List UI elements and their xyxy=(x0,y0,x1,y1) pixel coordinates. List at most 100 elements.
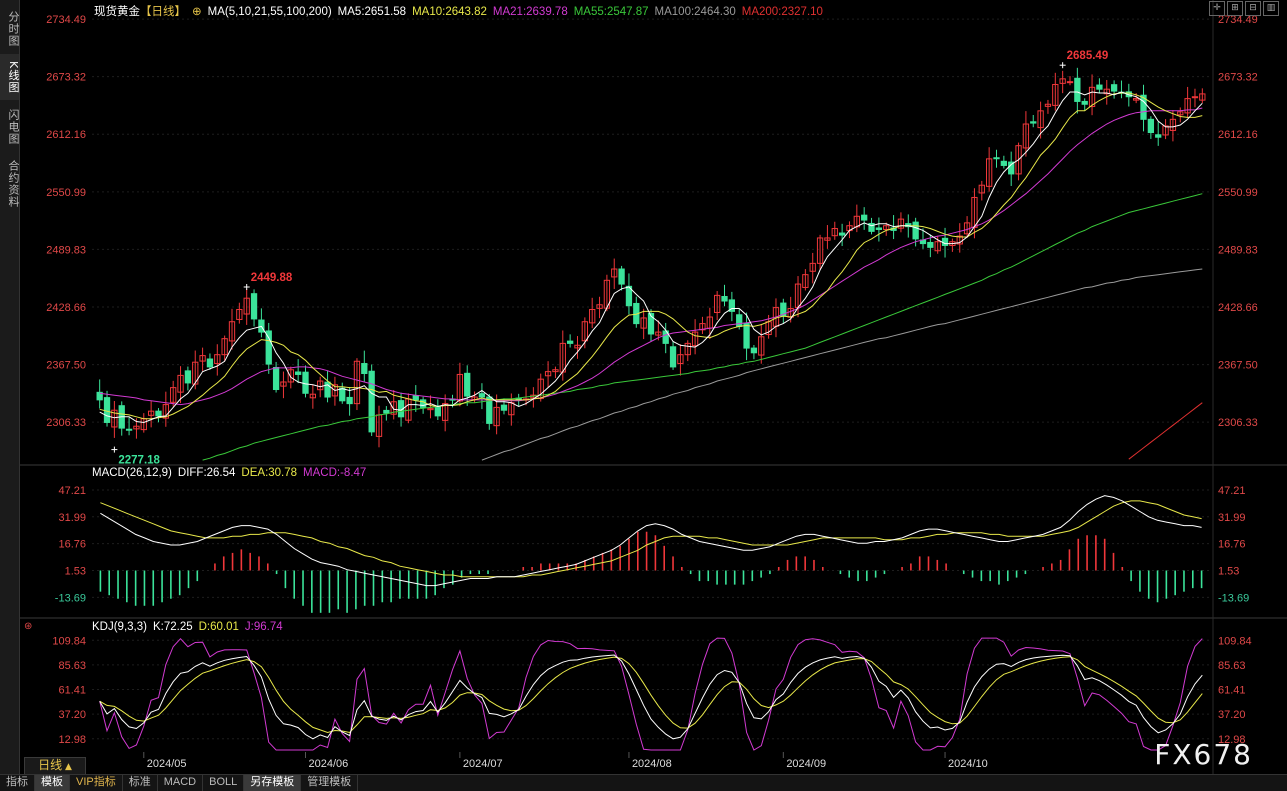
candle-body xyxy=(684,342,691,356)
period-label[interactable]: 日线 ▲ xyxy=(24,757,86,775)
ma55-line xyxy=(202,193,1203,461)
macd-axis-label-left: -13.69 xyxy=(55,592,86,604)
candle-body xyxy=(750,347,758,354)
candle-body xyxy=(640,317,647,329)
kdj-settings-icon[interactable]: ⊛ xyxy=(24,621,32,632)
macd-axis-label-right: -13.69 xyxy=(1218,592,1249,604)
bottom-tab-1[interactable]: 模板 xyxy=(35,775,70,791)
candle-body xyxy=(912,221,919,240)
candle-body xyxy=(125,428,133,431)
bottom-tab-6[interactable]: 另存模板 xyxy=(244,775,302,791)
candle-body xyxy=(162,404,169,419)
macd-axis-label-right: 1.53 xyxy=(1218,566,1239,578)
bottom-tab-2[interactable]: VIP指标 xyxy=(70,775,123,791)
price-axis-label-right: 2367.50 xyxy=(1218,360,1258,372)
sidebar-tab-timeshare[interactable]: 分时图 xyxy=(7,11,20,47)
candle-body xyxy=(1088,86,1096,108)
candle-body xyxy=(192,361,199,385)
kdj-axis-label-left: 61.41 xyxy=(58,685,86,697)
candle-body xyxy=(1066,81,1074,84)
macd-axis-label-right: 31.99 xyxy=(1218,512,1246,524)
ma-params: MA(5,10,21,55,100,200) xyxy=(207,6,332,18)
candle-body xyxy=(1022,123,1030,149)
candle-body xyxy=(978,184,985,194)
candle-body xyxy=(390,401,397,415)
ma21-label: MA21:2639.78 xyxy=(492,6,568,18)
month-label: 2024/09 xyxy=(786,758,826,770)
crosshair-icon[interactable]: ✛ xyxy=(1209,1,1225,16)
sidebar-tab-flash[interactable]: 闪电图 xyxy=(7,109,20,145)
macd-axis-label-right: 16.76 xyxy=(1218,539,1246,551)
candle-body xyxy=(250,293,258,320)
candle-body xyxy=(111,409,118,428)
candle-body xyxy=(199,355,206,362)
kdj-j-line xyxy=(99,637,1203,751)
ma5-label: MA5:2651.58 xyxy=(337,6,407,18)
chart-area[interactable]: 2734.49 2734.49 2673.32 2673.32 2612.16 2612.… xyxy=(20,0,1287,774)
candle-body xyxy=(228,321,236,342)
candle-body xyxy=(544,371,552,377)
sidebar-tab-kline[interactable]: K线图 xyxy=(0,54,20,100)
month-label: 2024/05 xyxy=(147,758,187,770)
candle-body xyxy=(618,268,625,285)
candle-body xyxy=(875,227,883,230)
candle-body xyxy=(236,308,243,320)
sidebar-tab-contract-info[interactable]: 合约资料 xyxy=(7,160,20,208)
candle-body xyxy=(1110,84,1118,92)
bottom-tab-5[interactable]: BOLL xyxy=(203,775,245,791)
candle-body xyxy=(309,393,317,399)
candle-body xyxy=(655,331,662,336)
price-axis-label-right: 2612.16 xyxy=(1218,129,1258,141)
ma100-line xyxy=(481,268,1203,461)
candle-body xyxy=(331,384,339,397)
candle-body xyxy=(353,360,361,405)
bottom-tab-4[interactable]: MACD xyxy=(158,775,204,791)
period-dropdown-icon[interactable]: ▲ xyxy=(62,762,72,772)
candle-body xyxy=(574,344,581,349)
candle-body xyxy=(1155,134,1162,138)
zoom-in-icon[interactable]: ⊞ xyxy=(1227,1,1243,16)
ma55-label: MA55:2547.87 xyxy=(573,6,649,18)
kline-chart[interactable]: 2734.49 2734.49 2673.32 2673.32 2612.16 2612.… xyxy=(20,0,1287,774)
candle-body xyxy=(177,374,184,393)
candle-body xyxy=(243,297,250,315)
kdj-j-label: J:96.74 xyxy=(244,621,283,633)
candle-body xyxy=(1037,110,1044,129)
candle-body xyxy=(302,371,309,394)
candle-body xyxy=(699,323,706,331)
layout-icon[interactable]: ▥ xyxy=(1263,1,1279,16)
settings-icon[interactable]: ⊕ xyxy=(192,6,202,18)
macd-dea-label: DEA:30.78 xyxy=(241,467,298,479)
bottom-tab-3[interactable]: 标准 xyxy=(123,775,158,791)
price-axis-label-left: 2367.50 xyxy=(46,360,86,372)
price-axis-label-right: 2306.33 xyxy=(1218,417,1258,429)
bottom-tab-7[interactable]: 管理模板 xyxy=(301,775,359,791)
bottom-toolbar: 指标 模板 VIP指标 标准 MACD BOLL 另存模板 管理模板 xyxy=(0,774,1287,791)
zoom-out-icon[interactable]: ⊟ xyxy=(1245,1,1261,16)
price-axis-label-left: 2550.99 xyxy=(46,187,86,199)
candle-body xyxy=(1199,93,1206,101)
kdj-axis-label-left: 109.84 xyxy=(52,635,86,647)
chart-toolbar: ✛ ⊞ ⊟ ▥ xyxy=(1209,1,1279,16)
ma10-line xyxy=(99,92,1203,420)
bottom-tab-0[interactable]: 指标 xyxy=(0,775,35,791)
kdj-axis-label-left: 37.20 xyxy=(58,709,86,721)
candle-body xyxy=(155,410,162,417)
candle-body xyxy=(728,299,736,312)
candle-body xyxy=(295,371,302,375)
candle-body xyxy=(1103,88,1110,95)
annotation-mid_high: 2449.88 xyxy=(251,272,293,284)
price-axis-label-right: 2428.66 xyxy=(1218,302,1258,314)
candle-body xyxy=(824,237,831,241)
candle-body xyxy=(993,157,1000,160)
candle-body xyxy=(831,228,838,237)
candle-body xyxy=(1000,160,1007,166)
macd-axis-label-left: 1.53 xyxy=(65,566,86,578)
candle-body xyxy=(927,241,934,248)
month-label: 2024/06 xyxy=(309,758,349,770)
candle-body xyxy=(1140,94,1147,120)
candle-body xyxy=(669,346,677,368)
candle-body xyxy=(1074,77,1081,102)
ma200-label: MA200:2327.10 xyxy=(741,6,823,18)
price-axis-label-left: 2489.83 xyxy=(46,244,86,256)
